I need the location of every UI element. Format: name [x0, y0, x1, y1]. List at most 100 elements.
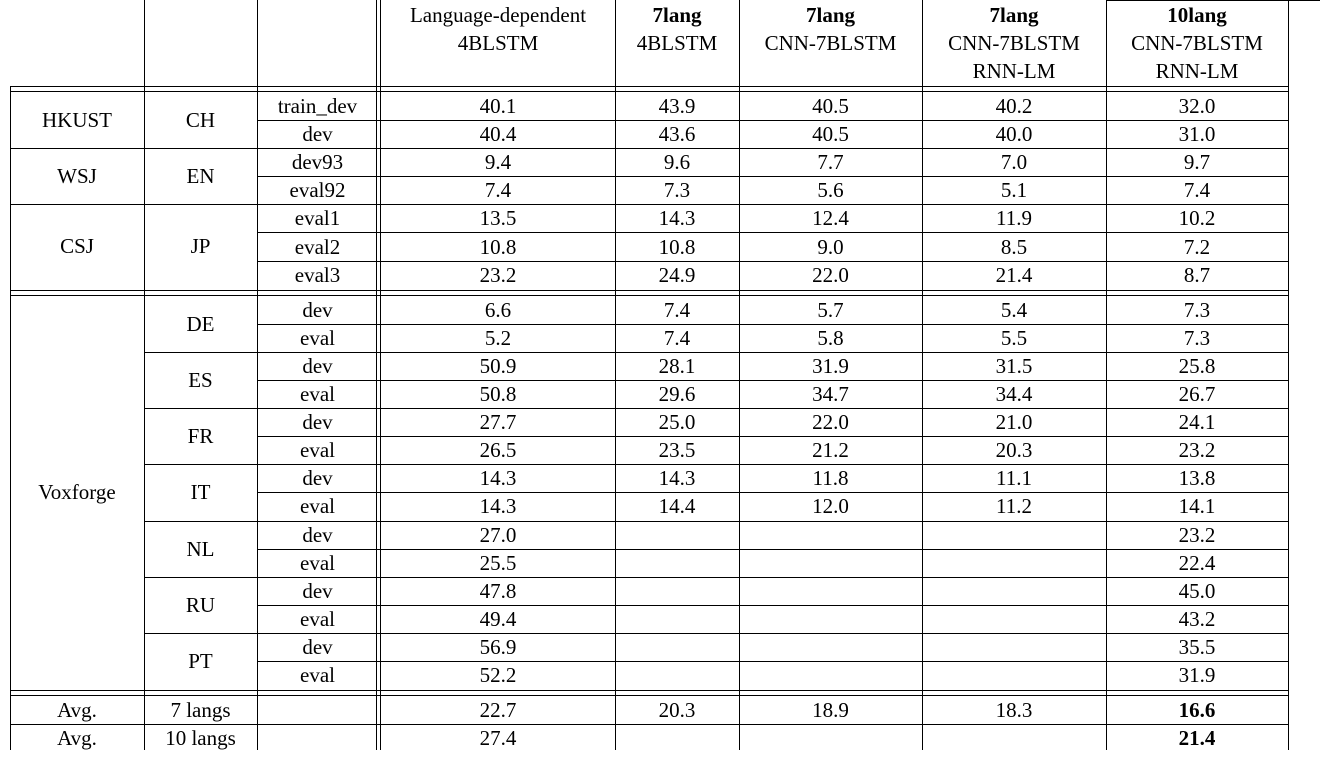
result-cell: 11.2: [996, 494, 1032, 519]
language-label: IT: [190, 480, 211, 505]
header-col5-line-0: 7lang: [805, 3, 855, 27]
set-label: dev: [302, 578, 333, 603]
result-cell: 31.0: [1178, 122, 1216, 147]
result-cell: 10.2: [1178, 206, 1216, 231]
corpus-label: CSJ: [60, 234, 94, 259]
average-label: Avg.: [57, 726, 97, 751]
column-rule: [922, 0, 923, 750]
result-cell: 56.9: [479, 634, 517, 659]
result-cell: 31.5: [995, 353, 1033, 378]
result-cell: 5.8: [817, 325, 844, 350]
result-cell: 5.2: [484, 325, 512, 350]
set-label: dev: [302, 122, 333, 147]
average-cell: 18.9: [812, 698, 849, 723]
double-rule-left: [376, 0, 377, 750]
result-cell: 34.7: [812, 382, 849, 406]
row-rule: [257, 120, 1288, 121]
average-rule: [10, 724, 1288, 725]
result-cell: 7.3: [1183, 325, 1211, 350]
top-right-rule: [1106, 0, 1320, 1]
result-cell: 24.9: [658, 262, 696, 287]
result-cell: 40.5: [812, 94, 849, 118]
set-label: dev: [302, 410, 333, 435]
result-cell: 5.5: [1000, 325, 1028, 350]
result-cell: 21.2: [812, 438, 849, 463]
result-cell: 23.2: [1178, 438, 1216, 463]
set-label: eval92: [289, 178, 346, 203]
result-cell: 47.8: [479, 578, 517, 603]
language-label: ES: [188, 367, 213, 392]
result-cell: 5.4: [1000, 297, 1028, 322]
result-cell: 22.4: [1178, 550, 1216, 575]
result-cell: 43.6: [658, 122, 696, 147]
set-label: eval: [300, 550, 335, 575]
result-cell: 7.0: [1000, 150, 1028, 175]
language-label: RU: [185, 592, 216, 617]
result-cell: 20.3: [995, 438, 1033, 463]
language-rule: [144, 352, 1288, 353]
result-cell: 40.4: [479, 122, 517, 147]
result-cell: 14.3: [658, 466, 696, 491]
result-cell: 23.2: [479, 262, 517, 287]
result-cell: 10.8: [479, 234, 517, 259]
result-cell: 35.5: [1178, 634, 1216, 659]
language-label: FR: [187, 424, 214, 449]
set-label: dev: [302, 634, 333, 659]
result-cell: 21.0: [995, 410, 1033, 435]
corpus-rule: [10, 204, 1288, 205]
result-cell: 23.2: [1178, 522, 1216, 547]
result-cell: 7.4: [663, 297, 691, 322]
language-rule: [144, 577, 1288, 578]
language-label: JP: [190, 234, 211, 259]
result-cell: 25.5: [479, 550, 517, 575]
result-cell: 25.0: [658, 410, 696, 435]
corpus-label: Voxforge: [38, 479, 116, 504]
result-cell: 43.2: [1178, 606, 1216, 631]
result-cell: 14.3: [479, 494, 517, 519]
header-rule-top: [10, 86, 1288, 87]
result-cell: 32.0: [1178, 94, 1216, 118]
set-label: eval: [300, 325, 335, 350]
row-rule: [257, 436, 1288, 437]
result-cell: 9.0: [817, 234, 844, 259]
result-cell: 9.7: [1183, 150, 1211, 175]
header-col3-line-1: 4BLSTM: [457, 31, 539, 55]
result-cell: 8.5: [1000, 234, 1028, 259]
set-label: eval: [300, 382, 335, 406]
header-rule-bottom: [10, 91, 1288, 92]
result-cell: 10.8: [658, 234, 696, 259]
result-cell: 25.8: [1178, 353, 1216, 378]
corpus-rule: [10, 148, 1288, 149]
row-rule: [257, 549, 1288, 550]
set-label: eval3: [294, 262, 341, 287]
average-langs: 10 langs: [165, 726, 236, 751]
result-cell: 7.4: [484, 178, 512, 203]
header-col6-line-0: 7lang: [989, 3, 1039, 27]
average-label: Avg.: [57, 698, 97, 723]
row-rule: [257, 661, 1288, 662]
row-rule: [257, 261, 1288, 262]
corpus-label: WSJ: [57, 164, 97, 189]
result-cell: 43.9: [658, 94, 696, 118]
result-cell: 7.2: [1183, 234, 1211, 259]
result-cell: 49.4: [479, 606, 517, 631]
set-label: dev: [302, 297, 333, 322]
language-label: EN: [186, 164, 215, 189]
result-cell: 31.9: [1178, 663, 1216, 687]
language-rule: [144, 633, 1288, 634]
header-col5-line-1: CNN-7BLSTM: [764, 31, 897, 55]
result-cell: 6.6: [484, 297, 512, 322]
language-label: CH: [185, 108, 216, 132]
result-cell: 14.4: [658, 494, 696, 519]
header-col3-line-0: Language-dependent: [409, 3, 587, 27]
average-cell: 16.6: [1178, 698, 1216, 723]
result-cell: 26.7: [1178, 382, 1216, 406]
result-cell: 7.3: [1183, 297, 1211, 322]
result-cell: 8.7: [1183, 262, 1211, 287]
row-rule: [257, 176, 1288, 177]
row-rule: [257, 492, 1288, 493]
result-cell: 40.1: [479, 94, 517, 118]
column-rule: [739, 0, 740, 750]
left-border: [10, 86, 11, 750]
